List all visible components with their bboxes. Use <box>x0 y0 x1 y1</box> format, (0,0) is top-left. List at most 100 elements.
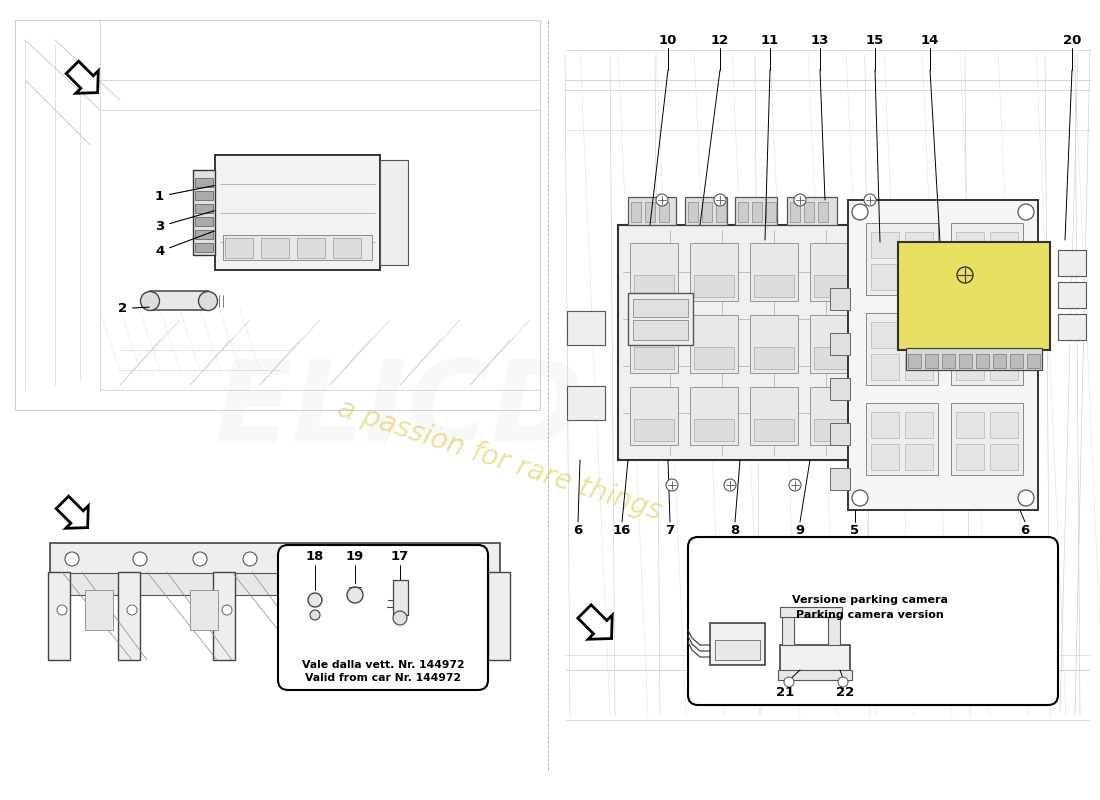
Bar <box>710 623 764 665</box>
Circle shape <box>714 194 726 206</box>
Bar <box>716 202 726 222</box>
Bar <box>866 313 938 385</box>
Bar <box>690 387 738 445</box>
Bar <box>848 200 1038 510</box>
Bar <box>898 242 1050 350</box>
Bar <box>990 232 1018 258</box>
Bar <box>871 264 899 290</box>
Text: 12: 12 <box>711 34 729 46</box>
Bar <box>694 347 734 369</box>
Bar <box>750 387 798 445</box>
Bar <box>213 572 235 660</box>
Bar <box>1010 354 1023 368</box>
Circle shape <box>666 479 678 491</box>
Text: Versione parking camera: Versione parking camera <box>792 595 948 605</box>
Bar <box>261 238 289 258</box>
Text: 15: 15 <box>866 34 884 46</box>
Circle shape <box>393 611 407 625</box>
Bar <box>818 202 828 222</box>
Circle shape <box>133 552 147 566</box>
Bar <box>1027 354 1040 368</box>
Bar <box>908 354 921 368</box>
Bar <box>634 275 674 297</box>
Circle shape <box>65 552 79 566</box>
Bar <box>488 572 510 660</box>
Bar <box>632 299 688 317</box>
Bar <box>990 264 1018 290</box>
Bar <box>905 412 933 438</box>
Text: 19: 19 <box>345 550 364 563</box>
Text: Vale dalla vett. Nr. 144972: Vale dalla vett. Nr. 144972 <box>301 660 464 670</box>
Bar <box>379 160 408 265</box>
Bar <box>738 202 748 222</box>
Bar <box>195 217 213 226</box>
Bar <box>814 419 854 441</box>
Text: 1: 1 <box>155 186 214 203</box>
Bar <box>990 322 1018 348</box>
Bar <box>905 232 933 258</box>
Bar <box>990 444 1018 470</box>
Circle shape <box>222 605 232 615</box>
Bar <box>223 235 372 260</box>
Bar <box>906 348 1042 370</box>
Bar <box>618 225 878 460</box>
Bar <box>780 607 842 617</box>
Text: Valid from car Nr. 144972: Valid from car Nr. 144972 <box>305 673 461 683</box>
Text: 8: 8 <box>730 523 739 537</box>
Bar <box>956 444 984 470</box>
Circle shape <box>1018 204 1034 220</box>
Bar <box>804 202 814 222</box>
Text: Parking camera version: Parking camera version <box>796 610 944 620</box>
Bar <box>830 423 850 445</box>
Bar <box>333 238 361 258</box>
Bar <box>786 197 837 225</box>
Circle shape <box>864 194 876 206</box>
Bar <box>754 419 794 441</box>
Circle shape <box>373 552 387 566</box>
Bar <box>814 347 854 369</box>
Bar <box>830 333 850 355</box>
Bar <box>866 223 938 295</box>
Bar <box>956 264 984 290</box>
Bar <box>990 412 1018 438</box>
Bar <box>976 354 989 368</box>
Bar <box>752 202 762 222</box>
Bar <box>990 354 1018 380</box>
Circle shape <box>852 490 868 506</box>
Circle shape <box>656 194 668 206</box>
Bar <box>959 354 972 368</box>
Bar <box>694 275 734 297</box>
Bar <box>866 403 938 475</box>
Text: 22: 22 <box>836 686 854 698</box>
Bar <box>632 320 688 340</box>
Bar <box>195 204 213 213</box>
Text: 4: 4 <box>155 231 214 258</box>
Bar <box>566 311 605 345</box>
Bar <box>780 645 850 675</box>
Bar <box>50 543 501 575</box>
Bar <box>871 322 899 348</box>
Bar <box>790 202 800 222</box>
Circle shape <box>141 291 160 310</box>
FancyBboxPatch shape <box>688 537 1058 705</box>
Bar <box>782 615 794 645</box>
Bar <box>645 202 654 222</box>
Bar <box>956 412 984 438</box>
Text: 5: 5 <box>850 523 859 537</box>
Bar <box>952 313 1023 385</box>
Circle shape <box>314 552 327 566</box>
Circle shape <box>192 552 207 566</box>
Bar <box>871 232 899 258</box>
Text: 3: 3 <box>155 210 214 233</box>
Bar <box>631 202 641 222</box>
Bar <box>195 230 213 239</box>
Bar <box>630 387 678 445</box>
Bar <box>952 223 1023 295</box>
Text: 18: 18 <box>306 550 324 563</box>
Circle shape <box>243 552 257 566</box>
Bar <box>195 191 213 200</box>
Bar <box>412 572 434 660</box>
Text: ELICD: ELICD <box>214 354 585 466</box>
Bar <box>828 615 840 645</box>
Bar <box>956 354 984 380</box>
